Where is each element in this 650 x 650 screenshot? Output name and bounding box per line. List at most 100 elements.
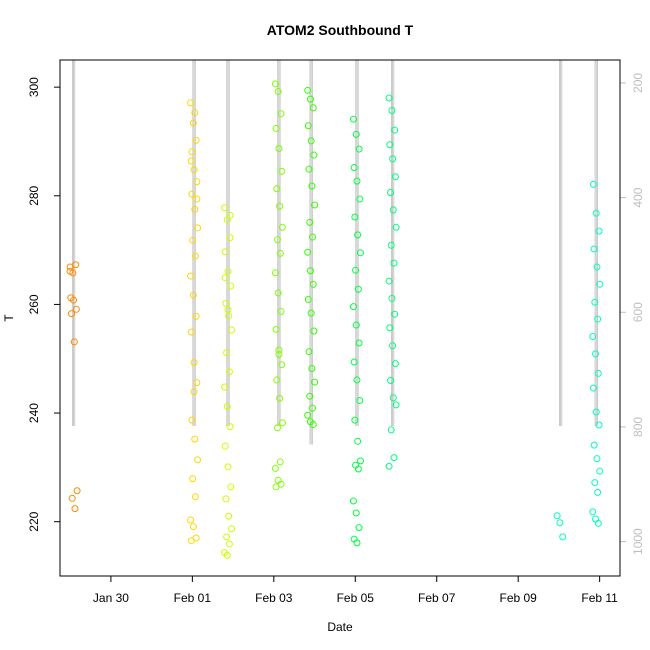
data-point [355, 524, 363, 532]
data-point [221, 204, 228, 212]
data-point [187, 516, 195, 524]
data-point [274, 424, 282, 432]
y-axis-right: 200 400 600 800 1000 [620, 73, 645, 555]
data-point [387, 189, 395, 197]
data-point [187, 328, 195, 336]
data-points [66, 80, 604, 559]
data-point [222, 299, 230, 307]
data-point [226, 423, 234, 431]
data-point [309, 280, 317, 288]
data-point [392, 401, 400, 409]
data-point [352, 509, 360, 517]
data-point [271, 269, 279, 277]
data-point [349, 497, 357, 505]
data-point [351, 416, 359, 424]
plot-frame [59, 59, 621, 577]
data-point [278, 419, 286, 427]
data-point [391, 310, 399, 318]
data-point [193, 178, 201, 186]
data-point [353, 539, 361, 547]
data-point [304, 411, 312, 419]
data-point [589, 332, 597, 340]
data-point [309, 404, 317, 412]
data-point [226, 234, 234, 242]
data-point [589, 384, 597, 392]
data-point [556, 519, 564, 527]
data-point [355, 145, 363, 153]
data-point [595, 421, 603, 429]
data-point [589, 180, 597, 188]
data-point [594, 488, 602, 496]
data-point [187, 99, 195, 107]
chart-title: ATOM2 Southbound T [267, 22, 414, 38]
data-point [278, 223, 286, 231]
data-point [191, 435, 199, 443]
data-point [188, 190, 196, 198]
right-y-tick-label: 600 [631, 302, 645, 322]
data-point [389, 394, 397, 402]
data-point [304, 296, 312, 304]
data-point [311, 201, 319, 209]
data-point [188, 416, 196, 424]
data-point [310, 327, 318, 335]
data-point [386, 324, 394, 332]
data-point [356, 457, 364, 465]
data-point [222, 495, 230, 503]
data-point [386, 141, 394, 149]
data-point [227, 282, 235, 290]
data-point [68, 494, 76, 502]
data-point [592, 408, 600, 416]
data-point [194, 224, 202, 232]
data-point [594, 315, 602, 323]
data-point [191, 252, 199, 260]
x-tick-label: Feb 07 [418, 591, 456, 605]
data-point [306, 392, 314, 400]
data-point [191, 493, 199, 501]
data-point [304, 86, 312, 94]
y-tick-label: 300 [27, 77, 41, 97]
x-axis-title: Date [327, 620, 353, 634]
x-tick-label: Feb 09 [500, 591, 538, 605]
data-point [190, 166, 198, 174]
data-point [273, 376, 281, 384]
data-point [309, 104, 317, 112]
data-point [190, 359, 198, 367]
data-point [67, 310, 75, 318]
y-tick-label: 240 [27, 403, 41, 423]
data-point [304, 122, 312, 130]
data-point [223, 403, 231, 411]
data-point [189, 119, 197, 127]
data-point [388, 107, 396, 115]
data-point [356, 195, 364, 203]
data-point [192, 312, 200, 320]
data-point [193, 379, 201, 387]
data-point [553, 512, 561, 520]
data-point [308, 182, 316, 190]
data-point [278, 361, 286, 369]
data-point [187, 157, 195, 165]
data-point [276, 249, 284, 257]
data-point [73, 487, 81, 495]
data-point [271, 464, 279, 472]
data-point [590, 441, 598, 449]
data-point [276, 202, 284, 210]
y-tick-label: 260 [27, 294, 41, 314]
data-point [307, 309, 315, 317]
data-point [354, 231, 362, 239]
data-point [70, 296, 78, 304]
data-point [306, 267, 314, 275]
data-point [305, 165, 313, 173]
data-point [274, 236, 282, 244]
y-tick-label: 280 [27, 185, 41, 205]
data-point [190, 388, 198, 396]
data-point [277, 307, 285, 315]
data-point [352, 130, 360, 138]
data-point [274, 289, 282, 297]
right-y-tick-label: 400 [631, 187, 645, 207]
data-point [272, 325, 280, 333]
data-point [592, 209, 600, 217]
data-point [591, 298, 599, 306]
data-point [591, 479, 599, 487]
data-point [221, 248, 229, 256]
data-point [187, 272, 195, 280]
